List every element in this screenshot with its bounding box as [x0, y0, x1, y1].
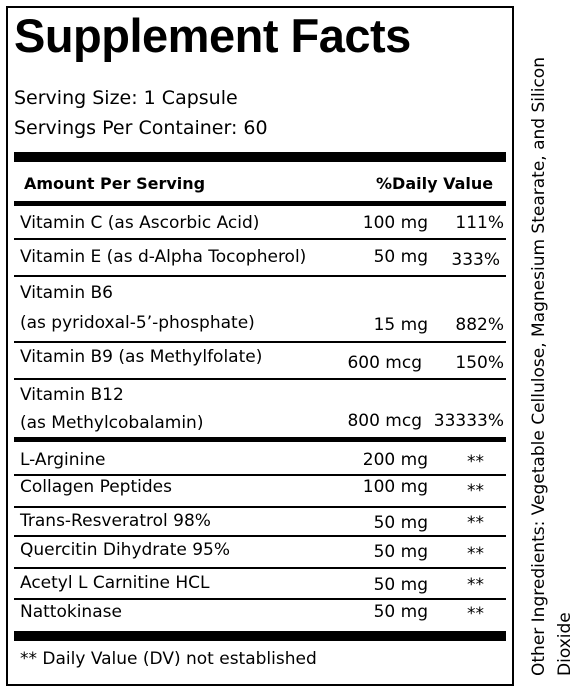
collagen-peptides-dv: ** [467, 481, 484, 501]
row-divider [14, 506, 506, 508]
vitamin-b12-name: Vitamin B12 [20, 385, 124, 405]
l-arginine-name: L-Arginine [20, 450, 106, 470]
vitamin-e-dv: 333% [451, 250, 500, 270]
trans-resveratrol-name: Trans-Resveratrol 98% [20, 511, 211, 531]
supplement-facts-panel [6, 6, 514, 686]
row-divider [14, 378, 506, 380]
nattokinase-dv: ** [467, 604, 484, 624]
row-divider [14, 598, 506, 600]
row-divider [14, 341, 506, 343]
acetyl-l-carnitine-dv: ** [467, 575, 484, 595]
vitamin-b9-amount: 600 mcg [347, 353, 422, 373]
header-divider [14, 201, 506, 206]
vitamin-b6-amount: 15 mg [373, 315, 428, 335]
vitamin-b6-name: Vitamin B6 [20, 283, 114, 303]
vitamin-b9-dv: 150% [455, 353, 504, 373]
acetyl-l-carnitine-amount: 50 mg [373, 575, 428, 595]
vitamin-b12-form: (as Methylcobalamin) [20, 413, 204, 433]
footer-divider [14, 631, 506, 641]
nattokinase-name: Nattokinase [20, 602, 122, 622]
amount-per-serving-header: Amount Per Serving [24, 174, 206, 193]
l-arginine-amount: 200 mg [362, 450, 428, 470]
thick-divider [14, 152, 506, 162]
vitamin-c-name: Vitamin C (as Ascorbic Acid) [20, 213, 260, 233]
row-divider [14, 275, 506, 277]
vitamin-b12-amount: 800 mcg [347, 411, 422, 431]
vitamin-b9-name: Vitamin B9 (as Methylfolate) [20, 347, 263, 367]
panel-title: Supplement Facts [14, 9, 411, 62]
vitamin-c-amount: 100 mg [362, 213, 428, 233]
trans-resveratrol-dv: ** [467, 513, 484, 533]
quercitin-name: Quercitin Dihydrate 95% [20, 540, 231, 560]
vitamin-e-amount: 50 mg [373, 247, 428, 267]
vitamin-c-dv: 111% [455, 213, 504, 233]
quercitin-amount: 50 mg [373, 542, 428, 562]
row-divider [14, 474, 506, 476]
daily-value-header: %Daily Value [376, 174, 494, 193]
vitamin-b6-form: (as pyridoxal-5’-phosphate) [20, 313, 255, 333]
row-divider [14, 238, 506, 240]
collagen-peptides-name: Collagen Peptides [20, 477, 172, 497]
vitamin-b12-dv: 33333% [433, 411, 504, 431]
vitamin-e-name: Vitamin E (as d-Alpha Tocopherol) [20, 247, 307, 267]
servings-per-container: Servings Per Container: 60 [14, 117, 268, 139]
other-ingredients-text: Other Ingredients: Vegetable Cellulose, … [529, 57, 575, 676]
trans-resveratrol-amount: 50 mg [373, 513, 428, 533]
nattokinase-amount: 50 mg [373, 602, 428, 622]
collagen-peptides-amount: 100 mg [362, 477, 428, 497]
l-arginine-dv: ** [467, 452, 484, 472]
dv-footnote: ** Daily Value (DV) not established [20, 649, 317, 669]
row-divider [14, 567, 506, 569]
vitamin-b6-dv: 882% [455, 315, 504, 335]
row-divider [14, 535, 506, 537]
quercitin-dv: ** [467, 544, 484, 564]
acetyl-l-carnitine-name: Acetyl L Carnitine HCL [20, 573, 210, 593]
section-divider [14, 437, 506, 442]
serving-size: Serving Size: 1 Capsule [14, 87, 238, 109]
